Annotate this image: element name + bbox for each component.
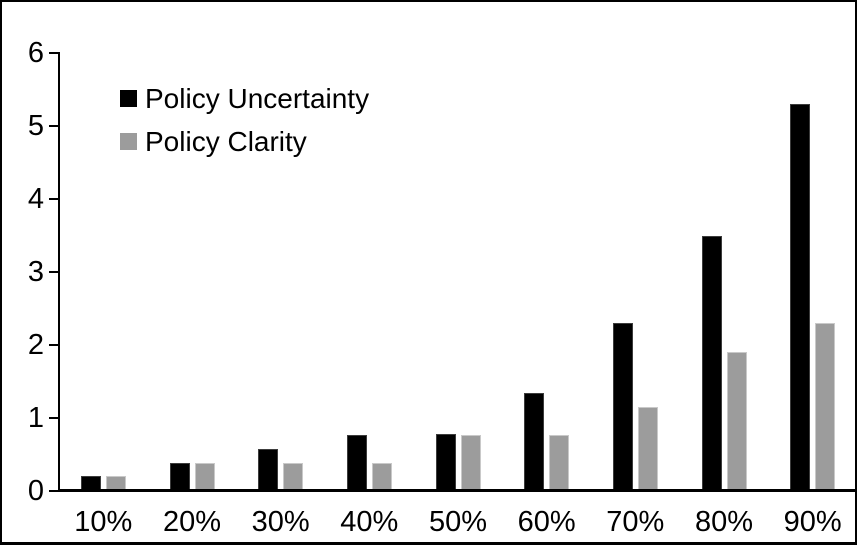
x-tick-label-20%: 20% xyxy=(162,506,221,538)
legend-item-policy-uncertainty: Policy Uncertainty xyxy=(120,82,369,115)
x-tick-label-40%: 40% xyxy=(340,506,399,538)
y-tick-label-3: 3 xyxy=(27,256,44,288)
y-tick-5 xyxy=(49,125,58,127)
legend-label-policy-clarity: Policy Clarity xyxy=(145,125,307,157)
x-tick-label-80%: 80% xyxy=(694,506,753,538)
y-tick-2 xyxy=(49,344,58,346)
bar-policy-uncertainty-70% xyxy=(612,323,633,491)
legend-label-policy-uncertainty: Policy Uncertainty xyxy=(145,82,370,114)
y-tick-label-0: 0 xyxy=(27,475,44,507)
bar-policy-clarity-70% xyxy=(637,407,658,491)
x-tick-label-10%: 10% xyxy=(74,506,133,538)
bar-policy-clarity-40% xyxy=(371,463,392,491)
legend-item-policy-clarity: Policy Clarity xyxy=(120,125,369,158)
bar-policy-clarity-50% xyxy=(460,434,481,491)
bar-policy-clarity-30% xyxy=(283,463,304,491)
x-axis-line xyxy=(58,489,855,492)
bar-policy-uncertainty-30% xyxy=(258,449,279,491)
y-tick-label-2: 2 xyxy=(27,329,44,361)
y-tick-label-6: 6 xyxy=(27,37,44,69)
y-axis-line xyxy=(58,52,60,492)
legend: Policy Uncertainty Policy Clarity xyxy=(120,82,369,158)
x-tick-label-30%: 30% xyxy=(251,506,310,538)
bar-policy-uncertainty-40% xyxy=(346,434,367,491)
x-tick-label-50%: 50% xyxy=(428,506,487,538)
x-tick-label-60%: 60% xyxy=(517,506,576,538)
bar-policy-uncertainty-80% xyxy=(701,235,722,491)
bar-policy-clarity-80% xyxy=(726,352,747,491)
y-tick-3 xyxy=(49,271,58,273)
y-tick-4 xyxy=(49,198,58,200)
bar-policy-clarity-60% xyxy=(549,434,570,491)
x-tick-label-90%: 90% xyxy=(783,506,842,538)
bar-policy-uncertainty-50% xyxy=(435,434,456,491)
x-tick-label-70%: 70% xyxy=(606,506,665,538)
y-tick-label-5: 5 xyxy=(27,110,44,142)
legend-swatch-policy-uncertainty xyxy=(120,90,137,107)
y-tick-label-4: 4 xyxy=(27,183,44,215)
y-tick-1 xyxy=(49,417,58,419)
bar-policy-uncertainty-90% xyxy=(790,104,811,491)
bar-policy-uncertainty-60% xyxy=(524,393,545,491)
y-tick-0 xyxy=(49,490,58,492)
bar-policy-uncertainty-20% xyxy=(169,463,190,491)
bar-policy-clarity-90% xyxy=(815,323,836,491)
y-tick-label-1: 1 xyxy=(27,402,44,434)
bar-policy-clarity-20% xyxy=(194,463,215,491)
legend-swatch-policy-clarity xyxy=(120,133,137,150)
y-tick-6 xyxy=(49,52,58,54)
